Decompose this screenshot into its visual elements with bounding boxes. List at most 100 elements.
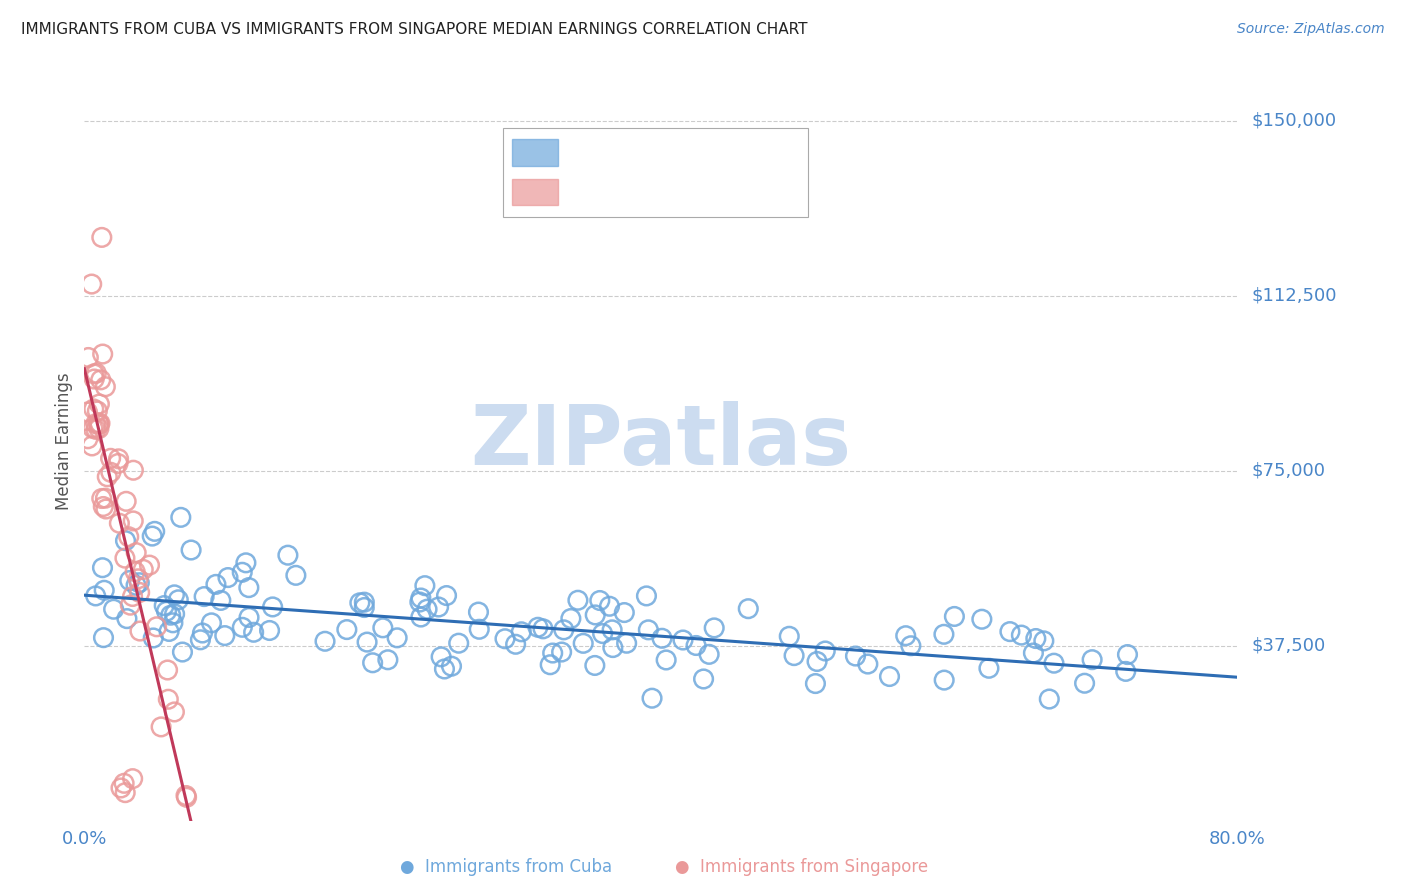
Point: [100, 451, 122, 466]
Point: [637, 623, 659, 637]
Point: [238, 581, 260, 595]
Point: [934, 673, 956, 687]
Point: [118, 530, 141, 544]
Point: [970, 612, 993, 626]
Point: [804, 676, 827, 690]
Point: [541, 646, 564, 660]
Point: [91, 560, 114, 574]
Point: [89, 417, 111, 431]
Point: [115, 494, 138, 508]
Text: ●  Immigrants from Singapore: ● Immigrants from Singapore: [675, 858, 928, 876]
Text: IMMIGRANTS FROM CUBA VS IMMIGRANTS FROM SINGAPORE MEDIAN EARNINGS CORRELATION CH: IMMIGRANTS FROM CUBA VS IMMIGRANTS FROM …: [21, 22, 807, 37]
Point: [200, 615, 222, 630]
Point: [93, 583, 115, 598]
Point: [89, 397, 111, 411]
Point: [550, 645, 572, 659]
Point: [157, 624, 180, 639]
Point: [468, 622, 491, 636]
Point: [120, 598, 142, 612]
Point: [1081, 653, 1104, 667]
Point: [128, 585, 150, 599]
Point: [190, 632, 212, 647]
Point: [672, 633, 695, 648]
Point: [371, 621, 394, 635]
Point: [599, 599, 621, 614]
Point: [361, 656, 384, 670]
Point: [84, 366, 107, 380]
Point: [494, 632, 516, 646]
Y-axis label: Median Earnings: Median Earnings: [55, 373, 73, 510]
Point: [894, 629, 917, 643]
Text: R = -0.294   N = 123: R = -0.294 N = 123: [567, 144, 755, 161]
Point: [162, 615, 184, 630]
Point: [806, 655, 828, 669]
Point: [527, 620, 550, 634]
Point: [844, 648, 866, 663]
Point: [1073, 676, 1095, 690]
Point: [655, 653, 678, 667]
Point: [91, 500, 114, 514]
Point: [80, 277, 103, 291]
Point: [83, 372, 105, 386]
Point: [87, 421, 110, 435]
Point: [84, 589, 107, 603]
Point: [217, 570, 239, 584]
Point: [413, 579, 436, 593]
Point: [447, 636, 470, 650]
Point: [616, 636, 638, 650]
Point: [141, 529, 163, 543]
Point: [209, 593, 232, 607]
Point: [943, 609, 966, 624]
Point: [125, 578, 148, 592]
Point: [114, 786, 136, 800]
Text: $75,000: $75,000: [1251, 462, 1326, 480]
Point: [336, 623, 359, 637]
Point: [353, 595, 375, 609]
Point: [157, 692, 180, 706]
Point: [440, 659, 463, 673]
Point: [77, 351, 100, 365]
Point: [163, 588, 186, 602]
Point: [430, 649, 453, 664]
Point: [167, 592, 190, 607]
Point: [1025, 632, 1047, 646]
Point: [349, 596, 371, 610]
Point: [77, 432, 100, 446]
Point: [118, 574, 141, 588]
Point: [977, 661, 1000, 675]
Point: [416, 602, 439, 616]
FancyBboxPatch shape: [512, 139, 558, 166]
Point: [377, 653, 399, 667]
Point: [191, 626, 214, 640]
Point: [121, 590, 143, 604]
Point: [592, 626, 614, 640]
Point: [84, 417, 107, 431]
Point: [697, 648, 720, 662]
Text: $150,000: $150,000: [1251, 112, 1336, 129]
Point: [159, 608, 181, 623]
Point: [80, 439, 103, 453]
Point: [163, 607, 186, 621]
Point: [96, 469, 118, 483]
Point: [284, 568, 307, 582]
Point: [685, 639, 707, 653]
Point: [214, 629, 236, 643]
Point: [692, 672, 714, 686]
Point: [94, 502, 117, 516]
Point: [1115, 665, 1137, 679]
Point: [231, 566, 253, 580]
Point: [100, 466, 122, 480]
Point: [90, 230, 112, 244]
Point: [259, 624, 281, 638]
Point: [277, 548, 299, 562]
Point: [235, 556, 257, 570]
Point: [83, 367, 105, 381]
Point: [737, 601, 759, 615]
Point: [122, 463, 145, 477]
Point: [94, 491, 117, 506]
Point: [110, 780, 132, 795]
Point: [129, 624, 152, 638]
Point: [103, 602, 125, 616]
Point: [409, 595, 432, 609]
Point: [124, 565, 146, 579]
